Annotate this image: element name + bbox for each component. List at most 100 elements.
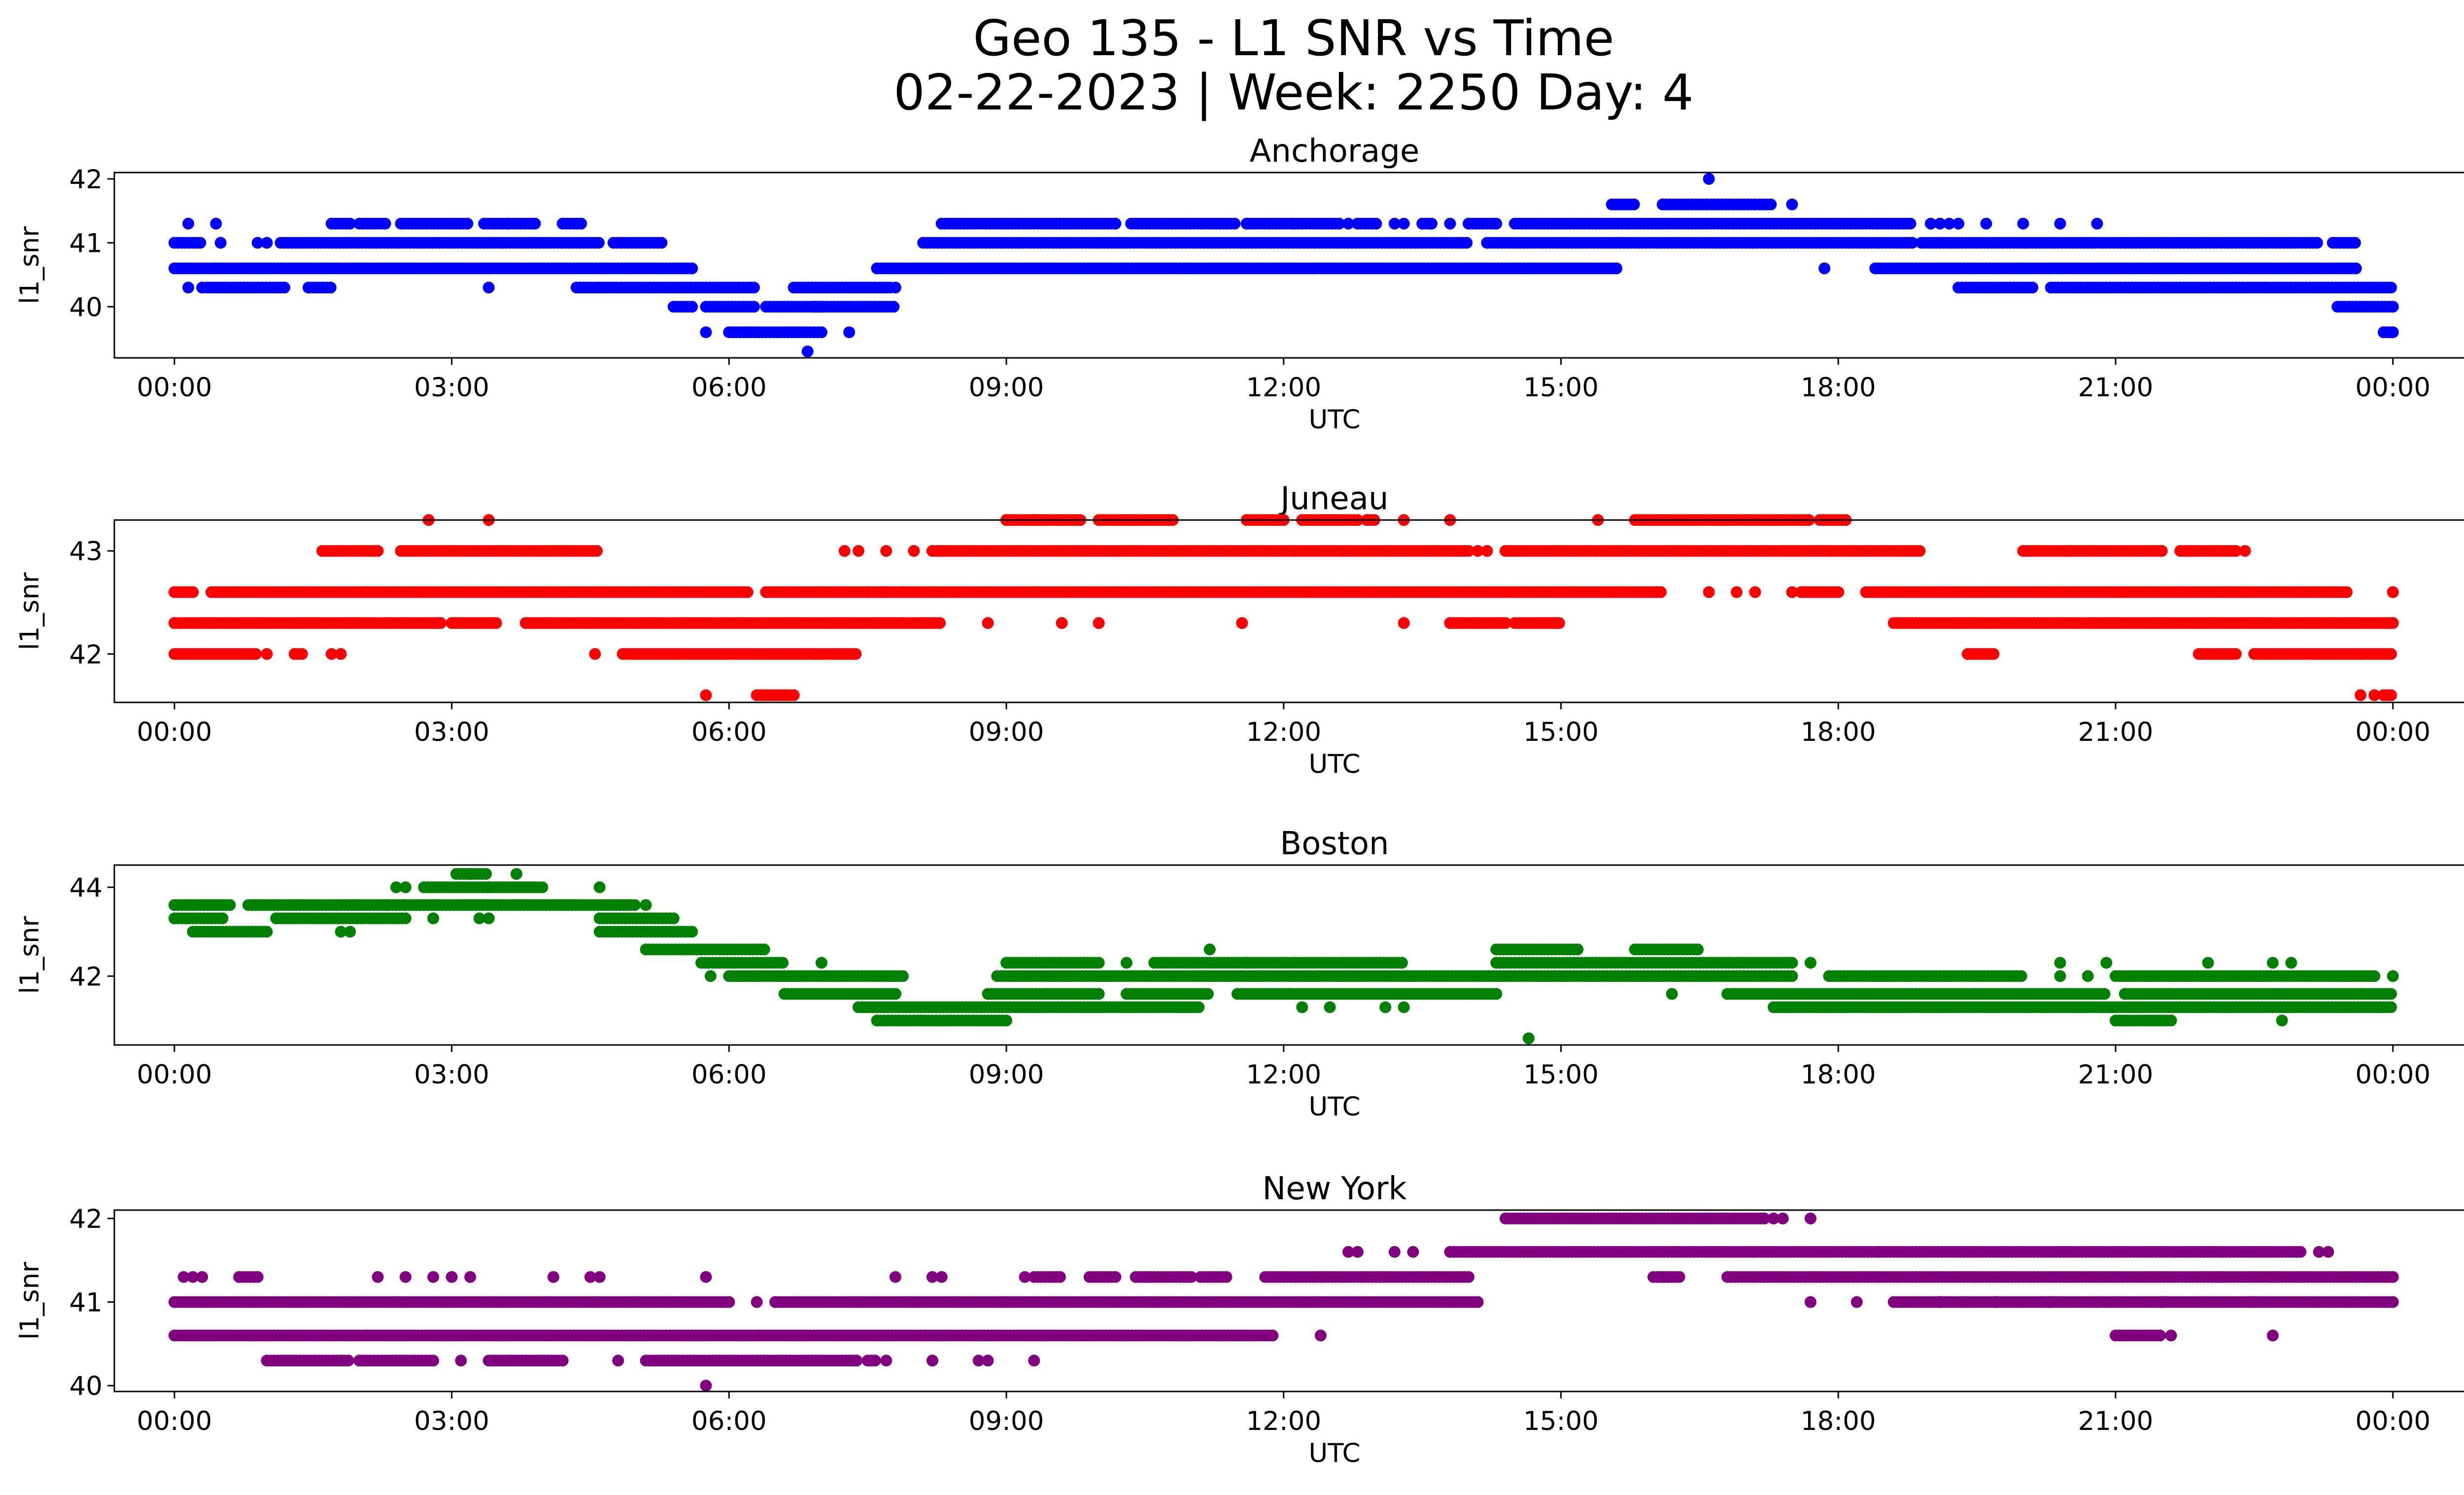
x-tick-label: 09:00	[969, 373, 1044, 403]
x-tick-label: 00:00	[137, 373, 212, 403]
data-point	[480, 868, 492, 880]
data-point	[1398, 1001, 1410, 1013]
data-point	[2054, 970, 2066, 982]
data-point	[575, 217, 587, 230]
data-point	[427, 912, 440, 925]
data-point	[1388, 217, 1401, 230]
data-point	[1000, 1014, 1013, 1027]
data-point	[1472, 545, 1484, 557]
y-axis-label: l1_snr	[15, 226, 45, 304]
data-point	[2229, 648, 2242, 660]
data-point	[1121, 957, 1132, 969]
data-point	[216, 912, 229, 925]
data-point	[182, 281, 195, 294]
data-point	[2091, 217, 2103, 230]
data-point	[1342, 217, 1355, 230]
data-point	[1572, 943, 1584, 956]
data-point	[536, 881, 548, 894]
data-point	[490, 617, 502, 629]
data-point	[843, 326, 856, 339]
data-point	[890, 988, 901, 1000]
x-axis-label: UTC	[1308, 749, 1360, 779]
data-point	[884, 281, 896, 294]
subplot-title: Juneau	[1278, 481, 1388, 517]
x-tick-label: 09:00	[969, 717, 1044, 747]
x-tick-label: 18:00	[1801, 373, 1876, 403]
data-point	[982, 1355, 994, 1367]
data-point	[210, 217, 222, 230]
data-point	[2015, 970, 2027, 982]
data-point	[1522, 1032, 1535, 1044]
data-point	[2387, 586, 2399, 598]
data-point	[777, 957, 789, 969]
subplot-title: New York	[1262, 1171, 1406, 1207]
data-point	[686, 926, 698, 938]
data-point	[1461, 237, 1473, 249]
data-point	[2266, 957, 2279, 969]
data-point	[612, 1355, 624, 1367]
x-tick-label: 15:00	[1523, 717, 1599, 747]
data-point	[2385, 326, 2397, 339]
data-point	[2026, 281, 2039, 294]
data-point	[1202, 988, 1214, 1000]
y-tick-label: 44	[69, 873, 103, 903]
data-point	[2385, 281, 2397, 294]
data-point	[1832, 586, 1845, 598]
data-point	[455, 1355, 467, 1367]
data-point	[748, 301, 760, 313]
data-point	[1193, 1001, 1205, 1013]
data-point	[700, 326, 712, 339]
x-tick-label: 12:00	[1246, 717, 1321, 747]
data-point	[2350, 262, 2362, 275]
data-point	[344, 926, 356, 938]
data-point	[261, 648, 273, 660]
data-point	[1818, 262, 1831, 275]
x-tick-label: 18:00	[1801, 717, 1876, 747]
data-point	[629, 899, 641, 911]
data-point	[700, 1380, 712, 1392]
subplot-title: Boston	[1280, 826, 1389, 862]
data-point	[1093, 617, 1105, 629]
data-point	[224, 899, 236, 911]
data-point	[435, 617, 447, 629]
scatter-points	[168, 868, 2399, 1044]
data-point	[2054, 217, 2066, 230]
data-point	[2355, 689, 2367, 701]
data-point	[2154, 545, 2166, 557]
data-point	[482, 912, 495, 925]
x-tick-label: 21:00	[2078, 1060, 2154, 1090]
data-point	[897, 970, 909, 982]
data-point	[686, 262, 698, 275]
data-point	[816, 326, 827, 339]
data-point	[1424, 217, 1436, 230]
data-point	[838, 545, 851, 557]
data-point	[324, 281, 337, 294]
x-tick-label: 18:00	[1801, 1060, 1876, 1090]
data-point	[2202, 957, 2214, 969]
data-point	[1914, 545, 1926, 557]
axes-frame	[113, 519, 2464, 703]
data-point	[1229, 217, 1241, 230]
data-point	[2387, 970, 2399, 982]
data-point	[2311, 237, 2323, 249]
data-point	[1786, 198, 1798, 210]
x-axis-label: UTC	[1308, 405, 1360, 435]
data-point	[2385, 648, 2397, 660]
data-point	[296, 648, 308, 660]
data-point	[1765, 198, 1777, 210]
y-tick-label: 42	[69, 165, 103, 195]
x-tick-label: 06:00	[691, 373, 767, 403]
data-point	[926, 1355, 938, 1367]
data-point	[342, 1355, 354, 1367]
x-tick-label: 00:00	[137, 1060, 212, 1090]
y-tick-label: 42	[69, 640, 103, 670]
x-tick-label: 21:00	[2078, 373, 2154, 403]
data-point	[593, 881, 606, 894]
data-point	[2054, 957, 2066, 969]
data-point	[1610, 262, 1623, 275]
data-point	[1333, 217, 1345, 230]
data-point	[591, 545, 603, 557]
data-point	[2098, 988, 2111, 1000]
